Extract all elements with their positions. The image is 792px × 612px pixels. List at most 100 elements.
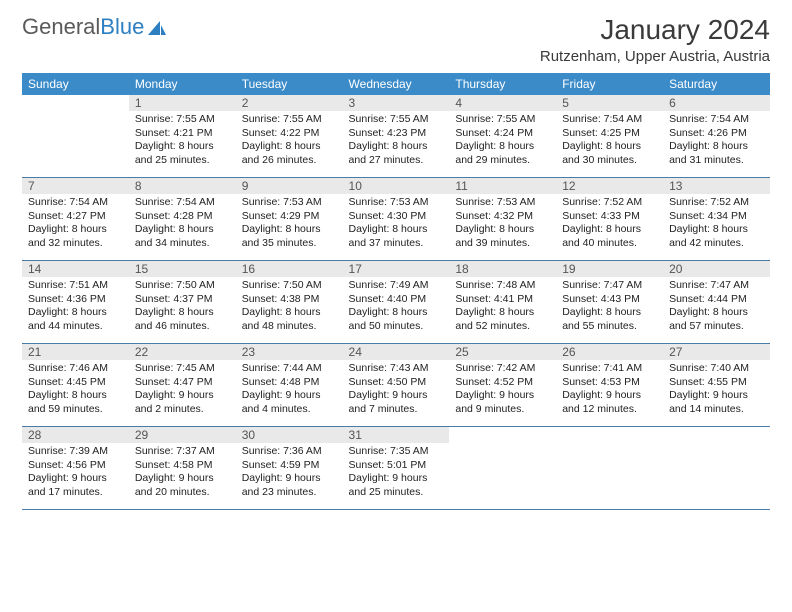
day-number: 20 [663,261,770,277]
day-details: Sunrise: 7:55 AMSunset: 4:21 PMDaylight:… [129,111,236,172]
day-number: 21 [22,344,129,360]
location-text: Rutzenham, Upper Austria, Austria [540,48,770,65]
day-details: Sunrise: 7:54 AMSunset: 4:25 PMDaylight:… [556,111,663,172]
daylight-text: Daylight: 8 hours and 25 minutes. [135,140,230,167]
daylight-text: Daylight: 8 hours and 59 minutes. [28,389,123,416]
day-cell: . [663,427,770,510]
sunset-text: Sunset: 4:43 PM [562,293,657,307]
day-cell: 21Sunrise: 7:46 AMSunset: 4:45 PMDayligh… [22,344,129,427]
day-number: 26 [556,344,663,360]
daylight-text: Daylight: 9 hours and 20 minutes. [135,472,230,499]
sunset-text: Sunset: 4:24 PM [455,127,550,141]
col-wednesday: Wednesday [343,73,450,95]
sunset-text: Sunset: 4:30 PM [349,210,444,224]
sunset-text: Sunset: 4:38 PM [242,293,337,307]
daylight-text: Daylight: 9 hours and 14 minutes. [669,389,764,416]
day-cell: 11Sunrise: 7:53 AMSunset: 4:32 PMDayligh… [449,178,556,261]
day-details: Sunrise: 7:47 AMSunset: 4:44 PMDaylight:… [663,277,770,338]
sunrise-text: Sunrise: 7:55 AM [349,113,444,127]
col-monday: Monday [129,73,236,95]
daylight-text: Daylight: 8 hours and 57 minutes. [669,306,764,333]
daylight-text: Daylight: 9 hours and 7 minutes. [349,389,444,416]
sunset-text: Sunset: 4:50 PM [349,376,444,390]
sunrise-text: Sunrise: 7:46 AM [28,362,123,376]
day-details: Sunrise: 7:35 AMSunset: 5:01 PMDaylight:… [343,443,450,504]
sunrise-text: Sunrise: 7:42 AM [455,362,550,376]
sunrise-text: Sunrise: 7:51 AM [28,279,123,293]
day-number: 17 [343,261,450,277]
day-details: Sunrise: 7:36 AMSunset: 4:59 PMDaylight:… [236,443,343,504]
day-cell: 10Sunrise: 7:53 AMSunset: 4:30 PMDayligh… [343,178,450,261]
day-number: 14 [22,261,129,277]
daylight-text: Daylight: 8 hours and 40 minutes. [562,223,657,250]
daylight-text: Daylight: 8 hours and 29 minutes. [455,140,550,167]
day-details: Sunrise: 7:54 AMSunset: 4:26 PMDaylight:… [663,111,770,172]
day-cell: 14Sunrise: 7:51 AMSunset: 4:36 PMDayligh… [22,261,129,344]
sunset-text: Sunset: 4:23 PM [349,127,444,141]
sunset-text: Sunset: 4:37 PM [135,293,230,307]
day-number: 29 [129,427,236,443]
brand-part2: Blue [100,14,144,40]
day-details: Sunrise: 7:52 AMSunset: 4:33 PMDaylight:… [556,194,663,255]
day-details: Sunrise: 7:45 AMSunset: 4:47 PMDaylight:… [129,360,236,421]
sunset-text: Sunset: 4:21 PM [135,127,230,141]
day-number: 15 [129,261,236,277]
sunrise-text: Sunrise: 7:45 AM [135,362,230,376]
sunrise-text: Sunrise: 7:50 AM [242,279,337,293]
daylight-text: Daylight: 9 hours and 4 minutes. [242,389,337,416]
day-number: 30 [236,427,343,443]
sunrise-text: Sunrise: 7:55 AM [242,113,337,127]
day-details: Sunrise: 7:53 AMSunset: 4:29 PMDaylight:… [236,194,343,255]
daylight-text: Daylight: 9 hours and 12 minutes. [562,389,657,416]
day-details: Sunrise: 7:44 AMSunset: 4:48 PMDaylight:… [236,360,343,421]
day-number: 9 [236,178,343,194]
day-details: Sunrise: 7:37 AMSunset: 4:58 PMDaylight:… [129,443,236,504]
sunset-text: Sunset: 4:28 PM [135,210,230,224]
daylight-text: Daylight: 9 hours and 25 minutes. [349,472,444,499]
sunset-text: Sunset: 4:47 PM [135,376,230,390]
day-details: Sunrise: 7:43 AMSunset: 4:50 PMDaylight:… [343,360,450,421]
day-cell: 17Sunrise: 7:49 AMSunset: 4:40 PMDayligh… [343,261,450,344]
day-details: Sunrise: 7:48 AMSunset: 4:41 PMDaylight:… [449,277,556,338]
day-details: Sunrise: 7:41 AMSunset: 4:53 PMDaylight:… [556,360,663,421]
day-number: 23 [236,344,343,360]
daylight-text: Daylight: 9 hours and 2 minutes. [135,389,230,416]
day-details: Sunrise: 7:54 AMSunset: 4:28 PMDaylight:… [129,194,236,255]
sunset-text: Sunset: 4:41 PM [455,293,550,307]
day-cell: 8Sunrise: 7:54 AMSunset: 4:28 PMDaylight… [129,178,236,261]
week-row: 28Sunrise: 7:39 AMSunset: 4:56 PMDayligh… [22,427,770,510]
sunrise-text: Sunrise: 7:53 AM [455,196,550,210]
day-details: Sunrise: 7:51 AMSunset: 4:36 PMDaylight:… [22,277,129,338]
day-cell: 24Sunrise: 7:43 AMSunset: 4:50 PMDayligh… [343,344,450,427]
day-details: Sunrise: 7:55 AMSunset: 4:22 PMDaylight:… [236,111,343,172]
sunrise-text: Sunrise: 7:37 AM [135,445,230,459]
sunrise-text: Sunrise: 7:54 AM [28,196,123,210]
sunrise-text: Sunrise: 7:47 AM [562,279,657,293]
daylight-text: Daylight: 8 hours and 34 minutes. [135,223,230,250]
sunrise-text: Sunrise: 7:43 AM [349,362,444,376]
day-number: 3 [343,95,450,111]
daylight-text: Daylight: 8 hours and 55 minutes. [562,306,657,333]
sunset-text: Sunset: 4:25 PM [562,127,657,141]
day-number: 6 [663,95,770,111]
daylight-text: Daylight: 8 hours and 30 minutes. [562,140,657,167]
day-number: 28 [22,427,129,443]
sunset-text: Sunset: 4:27 PM [28,210,123,224]
header: GeneralBlue January 2024 Rutzenham, Uppe… [22,14,770,65]
daylight-text: Daylight: 9 hours and 9 minutes. [455,389,550,416]
sunset-text: Sunset: 4:40 PM [349,293,444,307]
day-details: Sunrise: 7:47 AMSunset: 4:43 PMDaylight:… [556,277,663,338]
sunrise-text: Sunrise: 7:53 AM [242,196,337,210]
day-cell: 12Sunrise: 7:52 AMSunset: 4:33 PMDayligh… [556,178,663,261]
day-details: Sunrise: 7:55 AMSunset: 4:23 PMDaylight:… [343,111,450,172]
day-cell: 18Sunrise: 7:48 AMSunset: 4:41 PMDayligh… [449,261,556,344]
day-cell: 2Sunrise: 7:55 AMSunset: 4:22 PMDaylight… [236,95,343,178]
brand-logo: GeneralBlue [22,14,168,40]
month-title: January 2024 [540,14,770,46]
sunset-text: Sunset: 4:29 PM [242,210,337,224]
daylight-text: Daylight: 8 hours and 42 minutes. [669,223,764,250]
daylight-text: Daylight: 8 hours and 32 minutes. [28,223,123,250]
daylight-text: Daylight: 9 hours and 17 minutes. [28,472,123,499]
sunset-text: Sunset: 4:34 PM [669,210,764,224]
sunrise-text: Sunrise: 7:35 AM [349,445,444,459]
